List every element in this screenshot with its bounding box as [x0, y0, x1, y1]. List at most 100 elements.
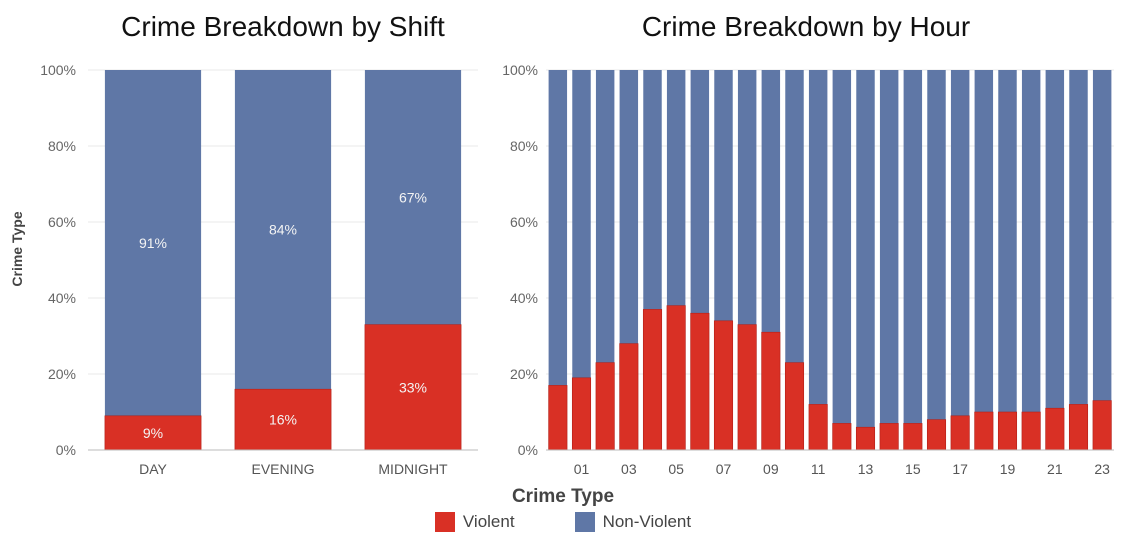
hour-y-tick-label: 40% [510, 290, 538, 306]
hour-bar-violent [713, 320, 734, 451]
hour-bar-violent [595, 362, 615, 451]
shift-data-label-violent: 9% [143, 425, 163, 441]
hour-bar-violent [666, 305, 686, 451]
hour-y-tick-label: 60% [510, 214, 538, 230]
hour-bar-nonviolent [974, 70, 994, 412]
hour-bar-violent [690, 312, 710, 451]
hour-bar-violent [926, 419, 947, 451]
shift-x-tick-label: DAY [139, 461, 167, 477]
hour-x-tick-label: 23 [1094, 461, 1110, 477]
hour-bar-nonviolent [1092, 70, 1112, 401]
hour-bar-violent [950, 415, 970, 451]
hour-bar-nonviolent [548, 70, 568, 386]
shift-x-tick-label: MIDNIGHT [378, 461, 448, 477]
hour-bar-nonviolent [856, 70, 875, 428]
hour-bar-violent [784, 362, 805, 451]
hour-x-tick-label: 01 [574, 461, 590, 477]
hour-x-tick-label: 09 [763, 461, 779, 477]
hour-x-tick-label: 03 [621, 461, 637, 477]
hour-bar-nonviolent [1021, 70, 1041, 412]
shift-bar-violent [234, 388, 332, 451]
hour-bar-nonviolent [595, 70, 615, 363]
hour-bar-violent [974, 411, 994, 451]
shift-bar-nonviolent [104, 70, 202, 416]
shift-data-label-violent: 33% [399, 379, 427, 395]
hour-x-tick-label: 21 [1047, 461, 1063, 477]
shift-bar-violent [104, 415, 202, 451]
hour-y-tick-label: 20% [510, 366, 538, 382]
shift-bar-nonviolent [364, 70, 462, 325]
shift-y-tick-label: 20% [48, 366, 76, 382]
shift-data-label-nonviolent: 84% [269, 222, 297, 238]
hour-bar-violent [548, 385, 568, 451]
hour-bar-violent [808, 404, 828, 451]
hour-bar-nonviolent [619, 70, 639, 344]
hour-bar-nonviolent [879, 70, 899, 424]
legend-item-violent[interactable]: Violent [434, 512, 515, 532]
legend-label-violent: Violent [462, 512, 515, 531]
legend-item-nonviolent[interactable]: Non-Violent [574, 512, 692, 532]
hour-bar-nonviolent [832, 70, 852, 424]
legend-label-nonviolent: Non-Violent [602, 512, 692, 531]
hour-bar-violent [997, 411, 1018, 451]
hour-bar-nonviolent [714, 70, 733, 321]
shift-bar-violent [364, 324, 462, 451]
hour-bar-violent [737, 324, 757, 451]
hour-bar-nonviolent [903, 70, 923, 424]
hour-bar-nonviolent [690, 70, 710, 314]
hour-bar-nonviolent [1069, 70, 1088, 405]
legend-swatch-violent [434, 512, 455, 532]
hour-bar-nonviolent [1045, 70, 1065, 409]
hour-bar-violent [1021, 411, 1041, 451]
hour-y-tick-label: 0% [518, 442, 538, 458]
hour-bar-nonviolent [950, 70, 970, 416]
hour-chart: Crime Breakdown by Hour 0% 20% 40% 60% 80% 10… [502, 11, 1114, 477]
hour-bar-violent [832, 423, 852, 451]
hour-bar-violent [903, 423, 923, 451]
hour-bar-violent [1092, 400, 1112, 451]
hour-bar-violent [619, 343, 639, 451]
hour-bar-violent [879, 423, 899, 451]
hour-bar-violent [571, 377, 592, 451]
shift-x-tick-label: EVENING [251, 461, 314, 477]
shift-chart: Crime Breakdown by Shift Crime Type 0% 20… [9, 11, 478, 477]
hour-bar-nonviolent [761, 70, 781, 333]
shift-y-tick-label: 40% [48, 290, 76, 306]
hour-x-tick-label: 17 [952, 461, 968, 477]
shift-bar-nonviolent [234, 70, 332, 390]
hour-bar-nonviolent [737, 70, 757, 325]
hour-bar-nonviolent [808, 70, 828, 405]
hour-x-tick-label: 15 [905, 461, 921, 477]
shift-data-label-nonviolent: 67% [399, 189, 427, 205]
hour-bar-violent [1045, 407, 1065, 451]
hour-chart-title: Crime Breakdown by Hour [642, 11, 970, 42]
legend: Violent Non-Violent [0, 512, 1126, 532]
shift-chart-y-axis-label: Crime Type [9, 211, 25, 286]
shift-data-label-violent: 16% [269, 412, 297, 428]
hour-bar-violent [761, 331, 781, 451]
shift-chart-title: Crime Breakdown by Shift [121, 11, 445, 42]
shift-data-label-nonviolent: 91% [139, 235, 167, 251]
shift-y-tick-label: 60% [48, 214, 76, 230]
hour-bar-violent [642, 309, 663, 451]
hour-bar-nonviolent [643, 70, 662, 310]
hour-bar-nonviolent [998, 70, 1017, 412]
shift-y-tick-label: 100% [40, 62, 76, 78]
hour-bar-nonviolent [572, 70, 591, 378]
shift-y-tick-label: 0% [56, 442, 76, 458]
legend-swatch-nonviolent [574, 512, 595, 532]
hour-bar-nonviolent [927, 70, 946, 420]
hour-y-tick-label: 80% [510, 138, 538, 154]
legend-title: Crime Type [511, 486, 615, 507]
hour-bar-violent [855, 426, 876, 451]
hour-x-tick-label: 07 [716, 461, 732, 477]
hour-y-tick-label: 100% [502, 62, 538, 78]
shift-y-tick-label: 80% [48, 138, 76, 154]
hour-x-tick-label: 13 [858, 461, 874, 477]
hour-x-tick-label: 19 [1000, 461, 1016, 477]
hour-bar-nonviolent [666, 70, 686, 306]
hour-bar-nonviolent [785, 70, 804, 363]
hour-x-tick-label: 11 [811, 461, 826, 477]
hour-bar-violent [1068, 404, 1089, 451]
